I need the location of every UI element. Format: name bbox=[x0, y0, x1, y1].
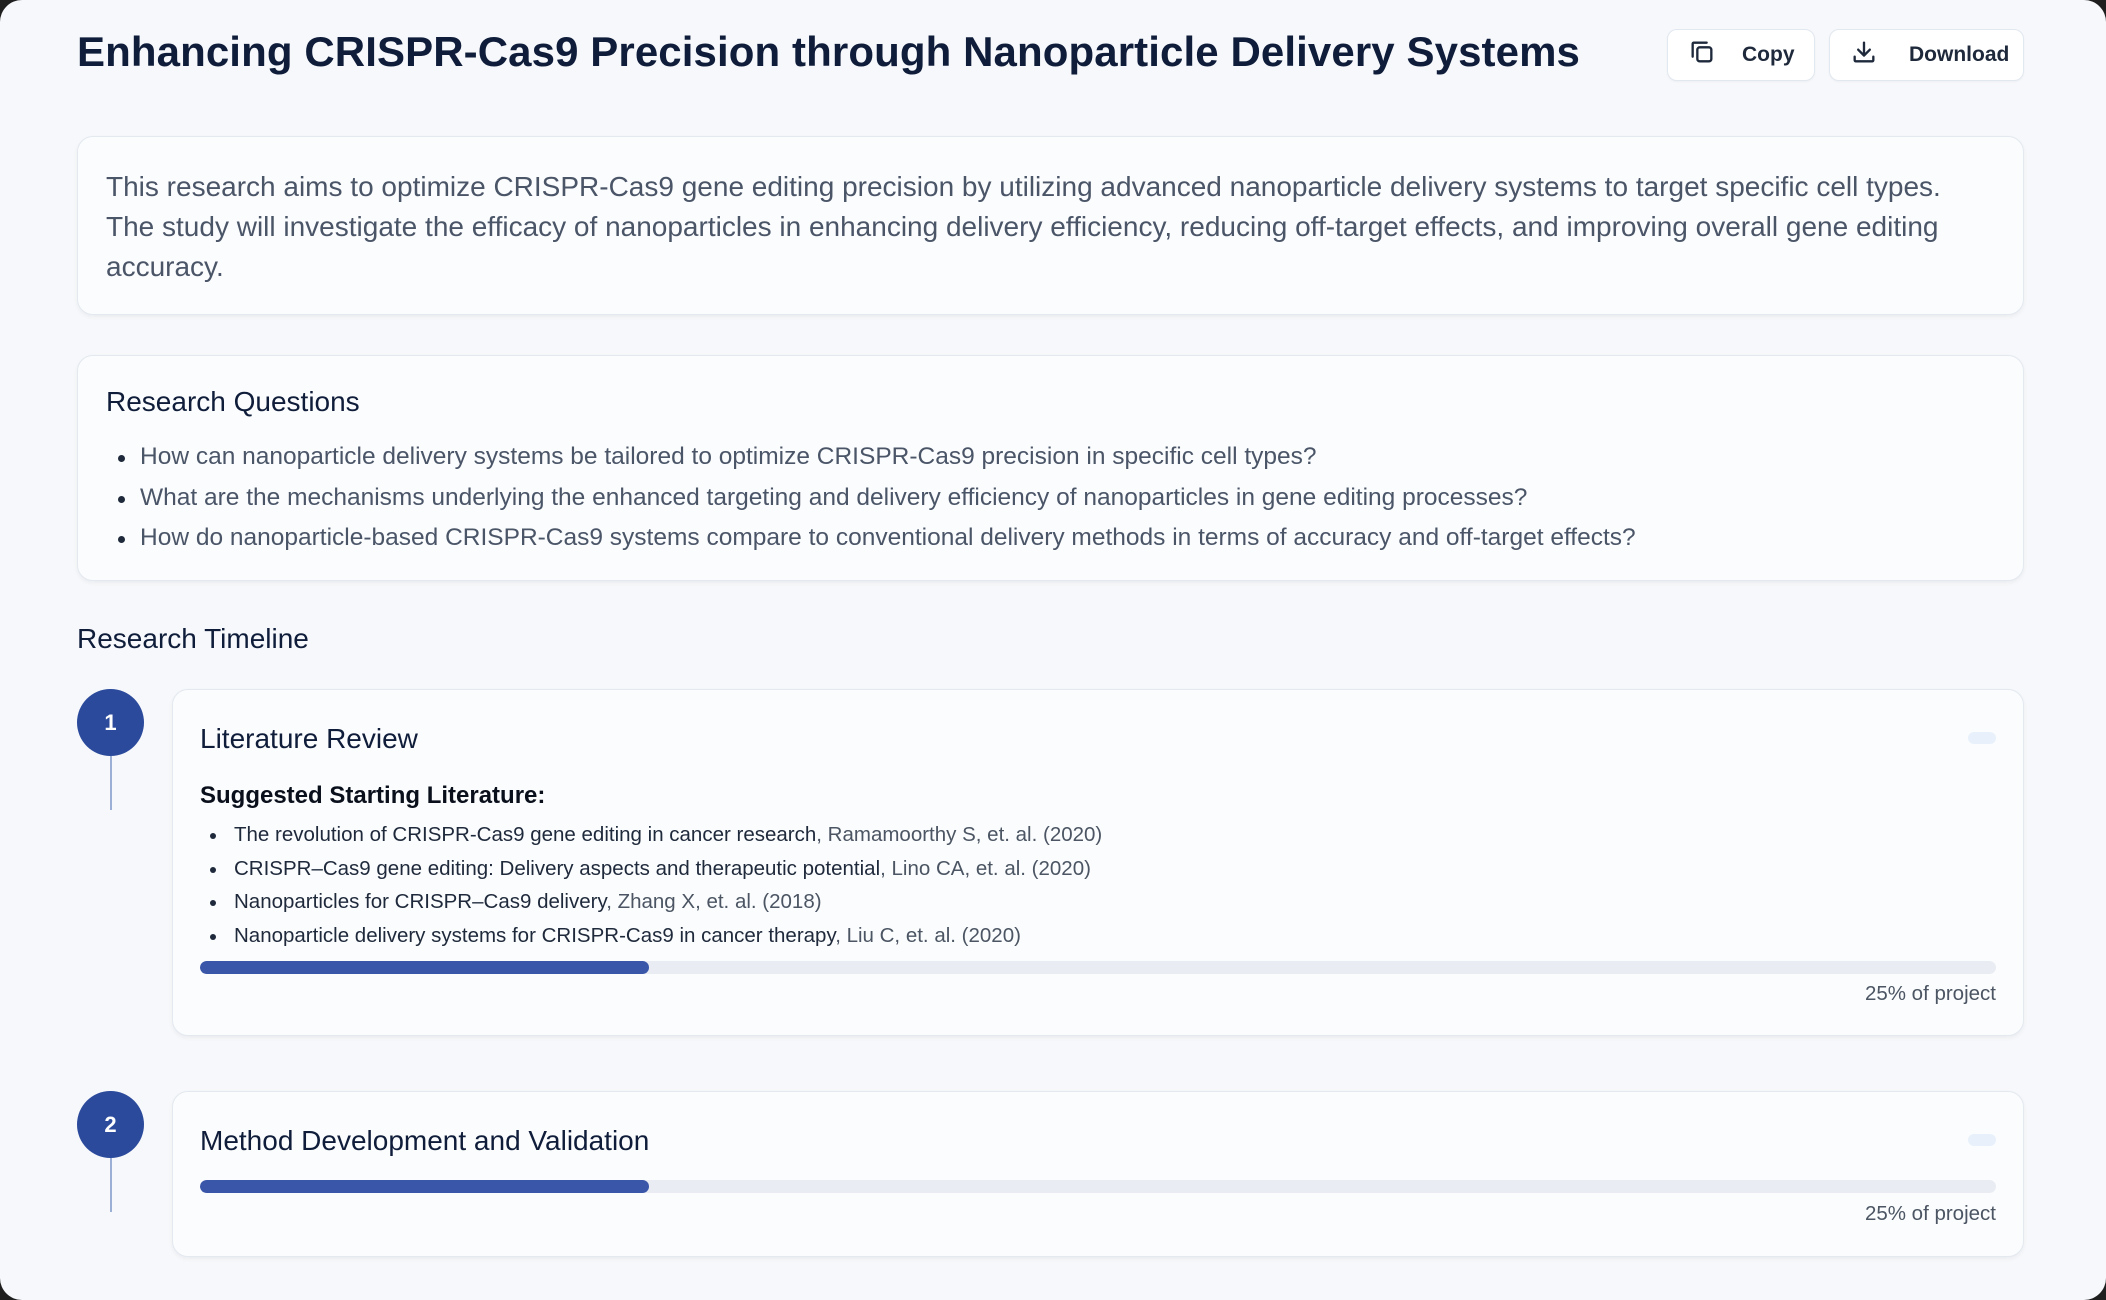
timeline-connector bbox=[110, 1158, 112, 1212]
literature-item: Nanoparticle delivery systems for CRISPR… bbox=[200, 919, 1102, 953]
literature-authors: , Zhang X, et. al. (2018) bbox=[606, 890, 822, 913]
research-question-item: How do nanoparticle-based CRISPR-Cas9 sy… bbox=[106, 518, 1996, 559]
phase-progress-bar bbox=[200, 961, 1996, 974]
summary-card: This research aims to optimize CRISPR-Ca… bbox=[77, 136, 2024, 315]
timeline-connector bbox=[110, 756, 112, 810]
download-button[interactable]: Download bbox=[1829, 29, 2024, 81]
phase-progress-fill bbox=[200, 961, 649, 974]
copy-icon bbox=[1688, 38, 1716, 72]
phase-title: Literature Review bbox=[200, 723, 418, 754]
phase-card-method-development: Method Development and Validation 25% of… bbox=[172, 1091, 2024, 1257]
literature-title: CRISPR–Cas9 gene editing: Delivery aspec… bbox=[234, 856, 881, 880]
research-questions-list: How can nanoparticle delivery systems be… bbox=[106, 437, 1996, 559]
copy-button-label: Copy bbox=[1742, 43, 1795, 66]
literature-title: The revolution of CRISPR-Cas9 gene editi… bbox=[234, 823, 817, 846]
phase-progress-label: 25% of project bbox=[1864, 982, 1996, 1005]
literature-item: CRISPR–Cas9 gene editing: Delivery aspec… bbox=[200, 852, 1102, 886]
research-question-item: How can nanoparticle delivery systems be… bbox=[106, 437, 1996, 478]
literature-title: Nanoparticle delivery systems for CRISPR… bbox=[234, 923, 836, 947]
literature-item: The revolution of CRISPR-Cas9 gene editi… bbox=[200, 818, 1102, 852]
literature-list: The revolution of CRISPR-Cas9 gene editi… bbox=[200, 818, 1102, 952]
research-question-item: What are the mechanisms underlying the e… bbox=[106, 478, 1996, 519]
phase-status-pill bbox=[1968, 732, 1996, 744]
literature-authors: , Ramamoorthy S, et. al. (2020) bbox=[816, 823, 1103, 846]
literature-item: Nanoparticles for CRISPR–Cas9 delivery, … bbox=[200, 885, 1102, 919]
step-number-badge: 1 bbox=[77, 689, 144, 756]
literature-authors: , Lino CA, et. al. (2020) bbox=[880, 856, 1091, 880]
research-questions-card: Research Questions How can nanoparticle … bbox=[77, 355, 2024, 581]
copy-button[interactable]: Copy bbox=[1667, 29, 1815, 81]
literature-heading: Suggested Starting Literature: bbox=[200, 782, 546, 809]
download-button-label: Download bbox=[1909, 43, 2010, 66]
phase-progress-fill bbox=[200, 1180, 649, 1193]
phase-progress-label: 25% of project bbox=[1864, 1202, 1996, 1225]
summary-text: This research aims to optimize CRISPR-Ca… bbox=[106, 171, 1941, 282]
phase-status-pill bbox=[1968, 1134, 1996, 1146]
phase-title: Method Development and Validation bbox=[200, 1125, 650, 1156]
literature-title: Nanoparticles for CRISPR–Cas9 delivery bbox=[234, 890, 607, 913]
phase-progress-bar bbox=[200, 1180, 1996, 1193]
literature-authors: , Liu C, et. al. (2020) bbox=[835, 923, 1021, 947]
phase-card-literature-review: Literature Review Suggested Starting Lit… bbox=[172, 689, 2024, 1036]
download-icon bbox=[1850, 38, 1878, 72]
step-number-badge: 2 bbox=[77, 1091, 144, 1158]
research-questions-heading: Research Questions bbox=[106, 386, 360, 417]
page-title: Enhancing CRISPR-Cas9 Precision through … bbox=[77, 28, 1580, 75]
timeline-heading: Research Timeline bbox=[77, 623, 309, 654]
